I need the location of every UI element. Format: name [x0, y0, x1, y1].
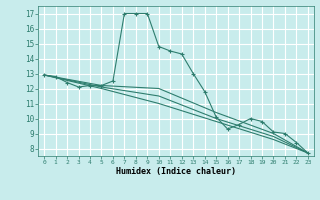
X-axis label: Humidex (Indice chaleur): Humidex (Indice chaleur) [116, 167, 236, 176]
